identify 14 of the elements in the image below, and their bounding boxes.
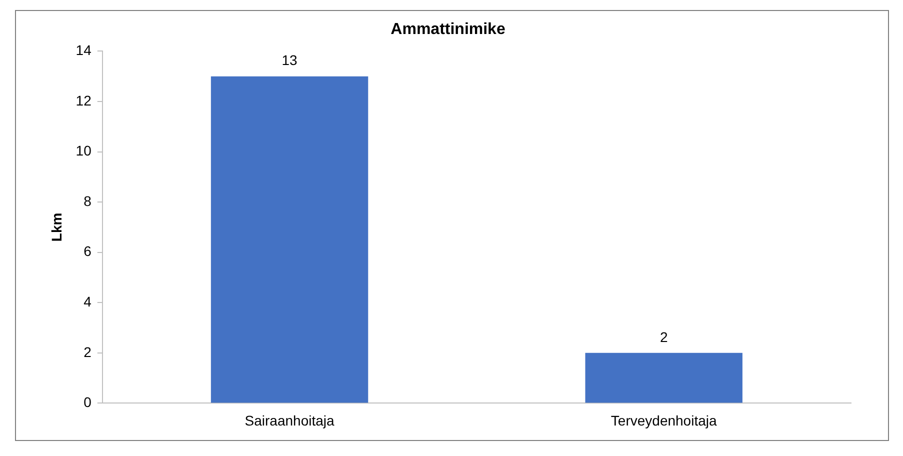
y-tick-label: 6 xyxy=(84,243,92,260)
y-tick-label: 0 xyxy=(84,394,92,410)
y-tick-label: 10 xyxy=(76,142,92,159)
y-tick-label: 4 xyxy=(84,293,92,310)
y-tick-label: 2 xyxy=(84,344,92,360)
y-tick-label: 14 xyxy=(76,42,92,58)
y-axis-title: Lkm xyxy=(48,212,64,242)
data-label: 13 xyxy=(282,52,298,68)
y-tick-label: 12 xyxy=(76,92,92,108)
chart-title: Ammattinimike xyxy=(390,21,506,38)
x-tick-label: Sairaanhoitaja xyxy=(244,412,334,428)
data-label: 2 xyxy=(660,328,668,345)
y-tick-label: 8 xyxy=(84,192,92,209)
x-tick-label: Terveydenhoitaja xyxy=(610,412,717,428)
